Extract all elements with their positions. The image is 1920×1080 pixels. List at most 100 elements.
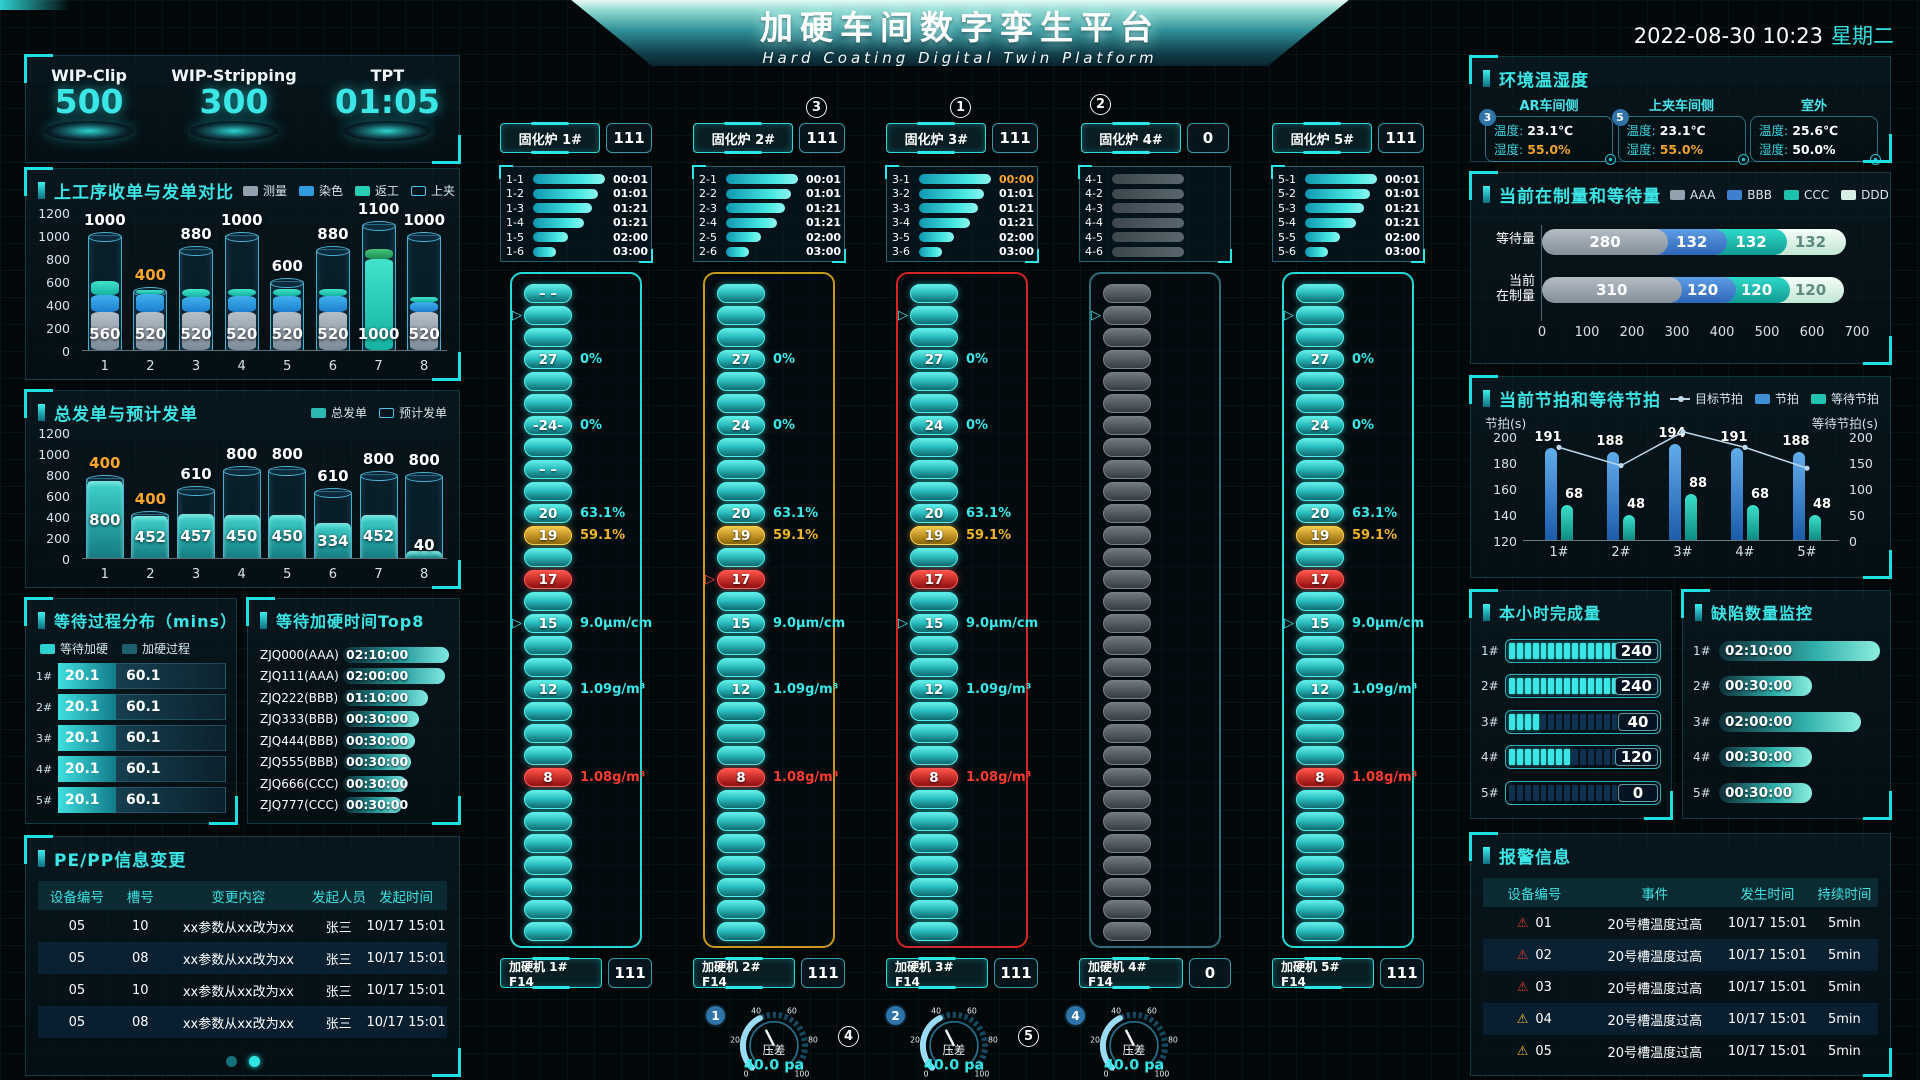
kpi-value: 01:05 — [334, 82, 440, 121]
legend-item[interactable]: 加硬过程 — [122, 640, 190, 657]
legend-item[interactable]: 总发单 — [310, 404, 367, 421]
panel-title-row: 环境温湿度 — [1471, 57, 1890, 91]
top8-name: ZJQ666(CCC) — [260, 776, 339, 791]
bar-inner-label: 520 — [226, 325, 258, 343]
env-temp-label: 温度: — [1759, 123, 1793, 138]
legend-item[interactable]: 返工 — [355, 182, 399, 199]
tower-capsule — [717, 790, 765, 809]
tower-capsule-label: 24 — [1310, 417, 1330, 434]
furnace-name-badge[interactable]: 固化炉 5# — [1272, 123, 1373, 153]
furnace-column-3: 固化炉 3# 111 3-1 00:00 3-2 01:01 3-3 01:21 3-4 01:2… — [885, 0, 1039, 1080]
furnace-name-badge[interactable]: 固化炉 2# — [693, 123, 794, 153]
row-label: 2# — [1481, 679, 1499, 694]
tower-capsule — [910, 460, 958, 479]
tower-capsule — [717, 856, 765, 875]
panel-title: PE/PP信息变更 — [54, 851, 187, 871]
queue-bar — [726, 174, 803, 185]
legend-item[interactable]: DDD — [1841, 188, 1889, 202]
wait-rows: 1# 20.1 60.1 2# 20.1 60.1 3# 20.1 60.1 4# 20.1 60.1… — [26, 661, 236, 813]
furnace-name-badge[interactable]: 固化炉 3# — [886, 123, 987, 153]
machine-name-badge[interactable]: 加硬机 4# F14 — [1079, 958, 1183, 989]
datetime: 2022-08-30 10:23 星期二 — [1634, 20, 1894, 50]
legend-item[interactable]: 目标节拍 — [1670, 390, 1743, 407]
legend-label: 等待节拍 — [1831, 392, 1880, 406]
legend-label: DDD — [1861, 187, 1889, 202]
tower-capsule — [524, 878, 572, 897]
tower-capsule — [1296, 856, 1344, 875]
queue-bar-fill — [919, 174, 991, 185]
legend-item[interactable]: 等待节拍 — [1811, 390, 1879, 407]
tower-capsule-label: 8 — [543, 769, 553, 786]
queue-id: 5-2 — [1278, 187, 1296, 201]
legend-item[interactable]: 上夹 — [411, 182, 455, 199]
queue-row: 4-4 — [1085, 216, 1225, 231]
legend-label: AAA — [1690, 187, 1716, 202]
machine-name-badge[interactable]: 加硬机 5# F14 — [1272, 958, 1374, 989]
queue-bar — [1305, 246, 1382, 257]
svg-text:压差: 压差 — [1123, 1043, 1146, 1057]
progress-segment — [1556, 678, 1563, 695]
tower-capsule — [1103, 614, 1151, 633]
machine-name-badge[interactable]: 加硬机 3# F14 — [886, 958, 988, 989]
queue-bar-fill — [726, 217, 777, 228]
hour-value: 0 — [1618, 783, 1658, 802]
furnace-name-badge[interactable]: 固化炉 1# — [500, 123, 601, 153]
progress-segment — [1524, 784, 1531, 801]
tower-capsule-value: 0% — [966, 418, 989, 433]
queue-bar-fill — [919, 203, 978, 214]
legend-item[interactable]: 等待加硬 — [40, 640, 108, 657]
panel-title: 当前在制量和等待量 — [1499, 187, 1661, 207]
env-hum-line: 湿度: 55.0% — [1627, 139, 1737, 158]
furnace-name-badge[interactable]: 固化炉 4# — [1081, 123, 1181, 153]
wait-value: 20.1 — [58, 787, 116, 813]
tower-marker-icon: ▷ — [898, 308, 908, 323]
bar-fill — [132, 516, 169, 558]
progress-segment — [1595, 678, 1602, 695]
legend-item[interactable]: BBB — [1727, 188, 1772, 202]
bar-segment-blue — [318, 295, 347, 313]
legend-item[interactable]: 预计发单 — [378, 404, 447, 421]
queue-id: 2-4 — [699, 216, 717, 230]
top8-time: 01:10:00 — [346, 689, 409, 705]
table-cell: 10/17 15:01 — [366, 918, 446, 934]
svg-text:40: 40 — [931, 1007, 941, 1016]
queue-id: 3-5 — [892, 230, 910, 244]
x-axis-label: 4 — [237, 359, 246, 374]
legend-item[interactable]: 测量 — [243, 182, 287, 199]
queue-id: 4-5 — [1085, 230, 1103, 244]
legend-label: 总发单 — [330, 406, 367, 420]
panel-compare: 上工序收单与发单对比 测量 染色 返工 上夹 0 200 400 600 800 1000 120… — [24, 167, 461, 381]
defect-time: 00:30:00 — [1725, 749, 1793, 766]
wait-bar — [1809, 515, 1821, 540]
top8-time: 00:30:00 — [346, 775, 409, 791]
furnace-queue-panel: 1-1 00:01 1-2 01:01 1-3 01:21 1-4 01:21 1-5 02:00… — [499, 165, 653, 263]
legend-item[interactable]: AAA — [1670, 188, 1715, 202]
panel-top8: 等待加硬时间Top8 ZJQ000(AAA) 02:10:00 ZJQ111(AAA… — [246, 597, 461, 825]
panel-title: 总发单与预计发单 — [54, 405, 198, 425]
pagination-dot[interactable] — [248, 1056, 260, 1067]
machine-name-badge[interactable]: 加硬机 1# F14 — [500, 958, 602, 989]
pagination-dot[interactable] — [225, 1056, 237, 1067]
progress-segment — [1564, 642, 1571, 659]
queue-id: 4-4 — [1085, 216, 1103, 230]
bar-segment-blue — [273, 295, 302, 313]
defect-row: 1# 02:10:00 — [1693, 633, 1880, 669]
furnace-count-badge: 0 — [1187, 123, 1229, 153]
gauge-number-badge: 4 — [1066, 1006, 1085, 1025]
machine-name-badge[interactable]: 加硬机 2# F14 — [693, 958, 795, 989]
queue-bar — [1305, 174, 1382, 185]
tower-capsule — [1296, 438, 1344, 457]
legend-item[interactable]: 染色 — [299, 182, 343, 199]
queue-bar-fill — [1305, 246, 1329, 257]
takt-left-tick: 120 — [1493, 534, 1517, 549]
tower-capsule-value: 63.1% — [580, 506, 626, 521]
row-label: 5# — [1693, 785, 1711, 800]
bar-inner-label: 520 — [180, 325, 212, 343]
legend-item[interactable]: 节拍 — [1755, 390, 1799, 407]
svg-text:20: 20 — [1090, 1036, 1100, 1045]
queue-id: 3-3 — [892, 201, 910, 215]
wip-x-tick: 100 — [1574, 325, 1600, 340]
takt-x-label: 2# — [1611, 545, 1631, 560]
legend-item[interactable]: CCC — [1784, 188, 1829, 202]
